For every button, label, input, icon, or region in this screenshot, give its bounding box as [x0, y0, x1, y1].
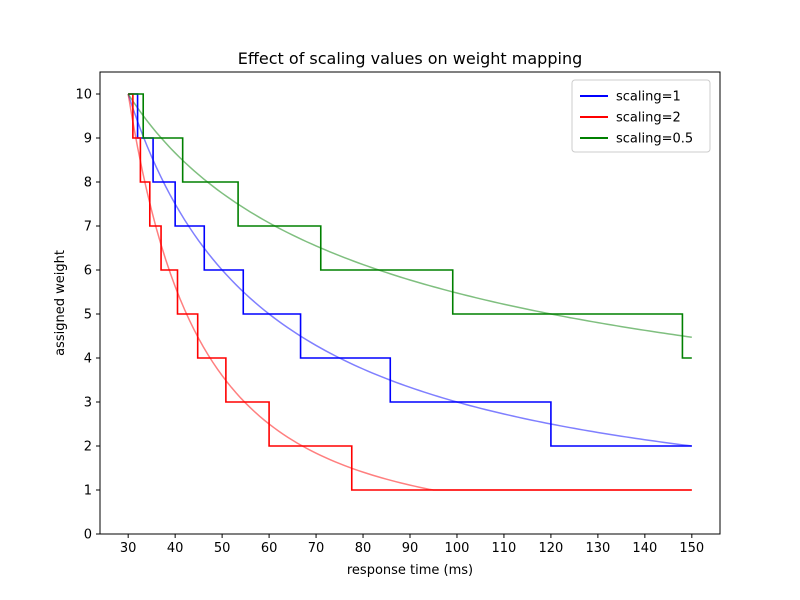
y-tick-label: 8 — [84, 176, 92, 191]
y-tick-label: 2 — [84, 440, 92, 455]
legend-entry: scaling=2 — [616, 111, 681, 126]
y-tick-label: 9 — [84, 132, 92, 147]
x-tick-label: 100 — [445, 541, 470, 556]
x-tick-label: 80 — [355, 541, 372, 556]
x-tick-label: 60 — [261, 541, 278, 556]
x-tick-label: 30 — [120, 541, 137, 556]
x-tick-label: 150 — [679, 541, 704, 556]
chart-title: Effect of scaling values on weight mappi… — [238, 49, 582, 68]
x-tick-label: 120 — [538, 541, 563, 556]
x-tick-label: 40 — [167, 541, 184, 556]
y-tick-label: 10 — [75, 88, 92, 103]
x-tick-label: 90 — [402, 541, 419, 556]
legend: scaling=1 scaling=2 scaling=0.5 — [571, 79, 711, 153]
x-tick-label: 50 — [214, 541, 231, 556]
x-tick-label: 130 — [585, 541, 610, 556]
y-tick-label: 5 — [84, 308, 92, 323]
x-axis-ticks: 30 40 50 60 70 80 90 100 110 120 130 140 150 — [120, 534, 704, 556]
y-tick-label: 4 — [84, 352, 92, 367]
x-tick-label: 140 — [632, 541, 657, 556]
step-series-scaling-0-5 — [128, 93, 692, 359]
step-lines — [128, 93, 692, 491]
y-tick-label: 0 — [84, 528, 92, 543]
y-tick-label: 1 — [84, 484, 92, 499]
y-tick-label: 6 — [84, 264, 92, 279]
x-axis-label: response time (ms) — [347, 563, 473, 578]
y-axis-label: assigned weight — [53, 250, 68, 356]
step-series-scaling-2 — [128, 93, 692, 491]
x-tick-label: 70 — [308, 541, 325, 556]
legend-entry: scaling=0.5 — [616, 132, 693, 147]
y-tick-label: 3 — [84, 396, 92, 411]
x-tick-label: 110 — [492, 541, 517, 556]
legend-entry: scaling=1 — [616, 90, 681, 105]
y-tick-label: 7 — [84, 220, 92, 235]
plot-frame — [99, 71, 721, 535]
y-axis-ticks: 0 1 2 3 4 5 6 7 8 9 10 — [75, 88, 100, 543]
curve-scaling-0-5 — [127, 93, 692, 338]
legend-box — [571, 79, 711, 153]
